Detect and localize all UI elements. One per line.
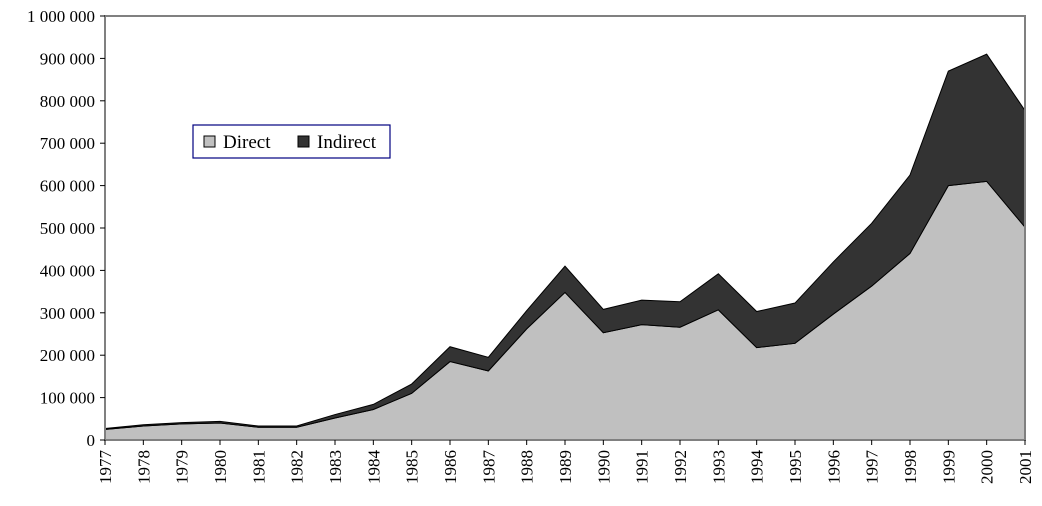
legend-label-indirect: Indirect — [317, 132, 377, 153]
x-tick-label: 1987 — [479, 450, 498, 485]
x-tick-label: 1990 — [594, 450, 613, 484]
x-axis: 1977 1978 1979 1980 1981 1982 1983 1984 1985 1986… — [96, 440, 1035, 484]
legend-label-direct: Direct — [223, 132, 271, 153]
x-tick-label: 1988 — [518, 450, 537, 484]
x-tick-label: 1983 — [326, 450, 345, 484]
y-tick-label: 700 000 — [40, 134, 95, 153]
x-tick-label: 1992 — [671, 450, 690, 484]
y-tick-label: 300 000 — [40, 304, 95, 323]
x-tick-label: 2000 — [978, 450, 997, 484]
x-tick-label: 1979 — [173, 450, 192, 484]
y-tick-label: 400 000 — [40, 261, 95, 280]
y-tick-label: 900 000 — [40, 49, 95, 68]
x-tick-label: 1981 — [249, 450, 268, 484]
x-tick-label: 1993 — [709, 450, 728, 484]
x-tick-label: 1985 — [403, 450, 422, 484]
y-tick-label: 800 000 — [40, 92, 95, 111]
x-tick-label: 1982 — [288, 450, 307, 484]
y-axis: 0 100 000 200 000 300 000 400 000 500 000 600 … — [27, 7, 105, 450]
x-tick-label: 1991 — [633, 450, 652, 484]
x-tick-label: 1986 — [441, 450, 460, 484]
y-tick-label: 0 — [87, 431, 96, 450]
x-tick-label: 1998 — [901, 450, 920, 484]
x-tick-label: 1996 — [824, 450, 843, 484]
x-tick-label: 1984 — [364, 450, 383, 485]
y-tick-label: 500 000 — [40, 219, 95, 238]
legend: Direct Indirect — [192, 124, 391, 159]
x-tick-label: 1997 — [863, 450, 882, 485]
x-tick-label: 1989 — [556, 450, 575, 484]
x-tick-label: 2001 — [1016, 450, 1035, 484]
y-tick-label: 200 000 — [40, 346, 95, 365]
x-tick-label: 1980 — [211, 450, 230, 484]
y-tick-label: 100 000 — [40, 389, 95, 408]
y-tick-label: 1 000 000 — [27, 7, 95, 26]
x-tick-label: 1977 — [96, 450, 115, 485]
x-tick-label: 1978 — [134, 450, 153, 484]
legend-swatch-indirect — [297, 135, 310, 148]
y-tick-label: 600 000 — [40, 177, 95, 196]
legend-box — [192, 124, 391, 159]
x-tick-label: 1994 — [748, 450, 767, 485]
chart-areas — [104, 53, 1026, 441]
x-tick-label: 1999 — [939, 450, 958, 484]
x-tick-label: 1995 — [786, 450, 805, 484]
legend-swatch-direct — [203, 135, 216, 148]
